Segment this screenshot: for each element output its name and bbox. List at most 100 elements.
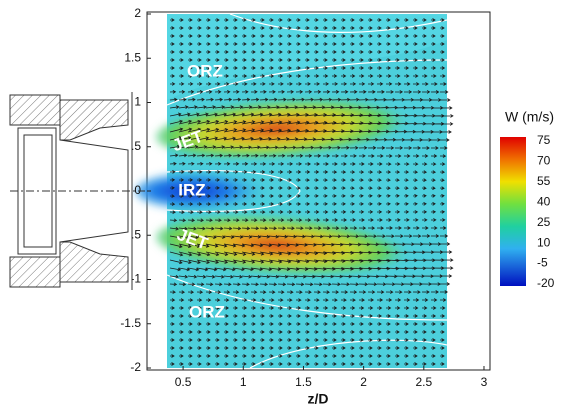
vector bbox=[187, 314, 193, 318]
vector bbox=[385, 210, 392, 214]
vector bbox=[385, 90, 394, 94]
vector bbox=[205, 218, 213, 223]
vector bbox=[214, 267, 227, 272]
vector bbox=[439, 186, 445, 190]
vector bbox=[341, 330, 346, 334]
vector bbox=[268, 298, 275, 302]
vector bbox=[304, 162, 311, 166]
vector bbox=[340, 90, 349, 94]
vector bbox=[331, 170, 338, 174]
vector bbox=[430, 162, 437, 166]
vector bbox=[331, 90, 340, 94]
vector bbox=[322, 274, 334, 279]
vector bbox=[277, 105, 289, 110]
vector bbox=[412, 170, 419, 174]
vector bbox=[394, 146, 404, 150]
vector bbox=[268, 218, 276, 222]
vector bbox=[331, 178, 337, 182]
vector bbox=[187, 90, 195, 94]
vector bbox=[169, 97, 178, 102]
vector bbox=[304, 218, 312, 222]
vector bbox=[205, 282, 214, 287]
vector bbox=[178, 58, 184, 62]
vector bbox=[169, 136, 183, 141]
vector bbox=[169, 170, 176, 174]
vector bbox=[196, 153, 206, 158]
vector bbox=[250, 298, 257, 302]
vector bbox=[349, 218, 356, 222]
vector bbox=[368, 354, 373, 358]
vector bbox=[323, 362, 328, 366]
vector bbox=[214, 306, 220, 310]
vector bbox=[197, 18, 202, 22]
vector bbox=[304, 105, 317, 110]
vector bbox=[341, 26, 346, 30]
vector bbox=[224, 338, 229, 342]
vector bbox=[178, 144, 190, 149]
vector bbox=[268, 314, 274, 318]
vector bbox=[376, 210, 383, 214]
vector bbox=[196, 235, 208, 240]
vector bbox=[187, 251, 202, 257]
vector bbox=[250, 162, 258, 166]
vector bbox=[232, 50, 238, 54]
vector bbox=[250, 97, 260, 102]
vector bbox=[440, 26, 445, 30]
vector bbox=[439, 218, 446, 222]
vector bbox=[196, 82, 203, 86]
vector bbox=[286, 170, 293, 174]
vector bbox=[197, 338, 202, 342]
vector bbox=[259, 306, 266, 310]
vector bbox=[286, 210, 293, 214]
vector bbox=[440, 330, 445, 334]
vector bbox=[268, 178, 274, 182]
vector bbox=[439, 66, 446, 70]
vector bbox=[385, 282, 396, 287]
vector bbox=[214, 202, 221, 206]
vector bbox=[197, 330, 202, 334]
vector bbox=[367, 314, 373, 318]
vector bbox=[413, 330, 418, 334]
vector bbox=[196, 178, 203, 182]
vector bbox=[305, 354, 310, 358]
vector bbox=[314, 330, 319, 334]
vector bbox=[331, 66, 337, 70]
vector bbox=[413, 354, 418, 358]
vector bbox=[377, 354, 382, 358]
vector bbox=[395, 330, 400, 334]
vector bbox=[269, 362, 274, 366]
vector bbox=[232, 178, 239, 182]
vector bbox=[332, 26, 337, 30]
vector bbox=[349, 66, 355, 70]
vector bbox=[206, 346, 211, 350]
vector bbox=[224, 354, 229, 358]
vector bbox=[196, 274, 207, 279]
vector bbox=[340, 290, 349, 294]
vector bbox=[259, 314, 265, 318]
vector bbox=[295, 145, 306, 150]
vector bbox=[439, 114, 454, 118]
vector bbox=[322, 162, 329, 166]
vector bbox=[296, 338, 301, 342]
vector bbox=[430, 154, 438, 158]
vector bbox=[421, 146, 430, 150]
vector bbox=[385, 258, 400, 263]
vector bbox=[223, 235, 235, 239]
vector bbox=[278, 338, 283, 342]
colorbar-label: 10 bbox=[537, 235, 551, 249]
vector bbox=[385, 105, 399, 110]
vector bbox=[206, 34, 211, 38]
vector bbox=[232, 145, 243, 150]
vector bbox=[422, 354, 427, 358]
vector bbox=[241, 243, 255, 248]
vector bbox=[313, 290, 321, 294]
colorbar-title: W (m/s) bbox=[505, 109, 554, 125]
vector bbox=[187, 235, 199, 240]
vector bbox=[439, 74, 446, 78]
vector bbox=[214, 162, 222, 166]
vector bbox=[322, 145, 332, 150]
vector bbox=[439, 258, 454, 262]
nozzle-drawing bbox=[8, 92, 145, 290]
vector bbox=[439, 122, 454, 126]
vector bbox=[296, 354, 301, 358]
